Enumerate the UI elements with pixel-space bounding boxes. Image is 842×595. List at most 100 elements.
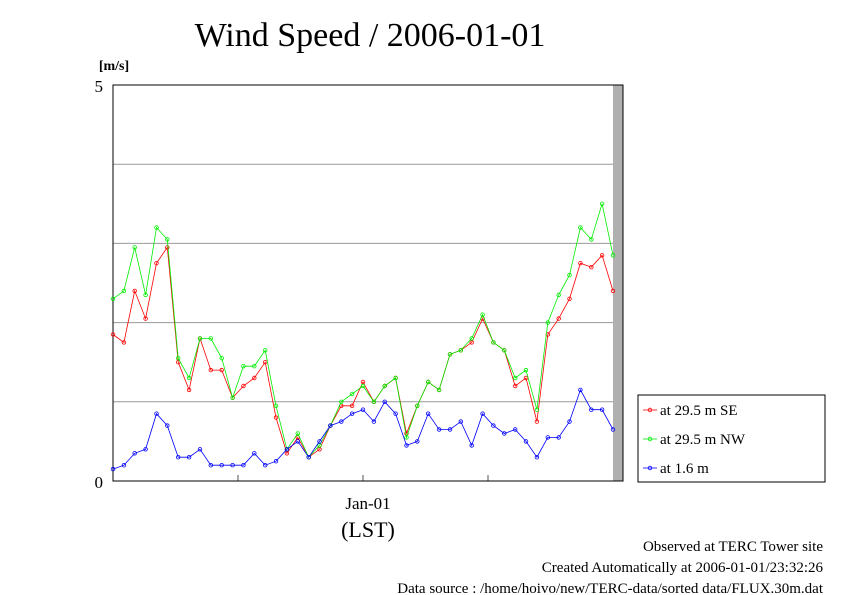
series-point-1 bbox=[208, 336, 213, 341]
series-point-2 bbox=[121, 463, 127, 468]
series-point-1 bbox=[610, 253, 616, 258]
legend-label-0: at 29.5 m SE bbox=[660, 403, 738, 419]
series-point-0 bbox=[567, 296, 572, 301]
series-point-2 bbox=[599, 407, 605, 412]
series-point-0 bbox=[241, 383, 246, 389]
series-point-1 bbox=[599, 201, 605, 206]
series-point-2 bbox=[219, 463, 224, 468]
series-line-1 bbox=[112, 203, 614, 458]
series-point-2 bbox=[175, 455, 181, 460]
series-point-1 bbox=[132, 245, 137, 250]
series-point-1 bbox=[371, 399, 377, 404]
series-point-0 bbox=[589, 265, 594, 270]
series-point-1 bbox=[219, 356, 224, 361]
series-point-2 bbox=[252, 451, 257, 456]
series-point-2 bbox=[589, 407, 594, 412]
series-point-1 bbox=[426, 379, 431, 385]
series-point-1 bbox=[121, 288, 127, 294]
series-point-2 bbox=[143, 447, 148, 452]
series-point-1 bbox=[230, 395, 235, 400]
series-point-2 bbox=[610, 427, 616, 432]
series-point-1 bbox=[513, 375, 518, 381]
series-point-2 bbox=[241, 463, 246, 468]
y-axis-label: [m/s] bbox=[99, 59, 129, 74]
series-point-1 bbox=[502, 348, 507, 353]
series-point-1 bbox=[404, 435, 409, 440]
footer-observed: Observed at TERC Tower site bbox=[643, 539, 823, 555]
series-point-2 bbox=[534, 455, 540, 460]
series-point-2 bbox=[110, 466, 116, 472]
legend-marker-0 bbox=[647, 407, 653, 413]
series-point-2 bbox=[165, 423, 170, 428]
series-point-2 bbox=[578, 387, 583, 393]
series-point-1 bbox=[143, 292, 148, 298]
series-lines bbox=[110, 201, 616, 472]
series-point-2 bbox=[513, 427, 518, 432]
series-point-2 bbox=[197, 447, 203, 452]
series-point-2 bbox=[469, 443, 474, 448]
series-point-0 bbox=[110, 332, 116, 337]
legend-marker-1 bbox=[647, 436, 653, 442]
series-point-2 bbox=[208, 463, 213, 468]
series-point-1 bbox=[241, 364, 246, 369]
series-point-0 bbox=[578, 261, 583, 266]
series-point-0 bbox=[469, 340, 474, 345]
series-point-1 bbox=[110, 296, 116, 301]
series-point-0 bbox=[121, 340, 127, 345]
series-point-1 bbox=[165, 237, 170, 242]
series-point-1 bbox=[295, 431, 300, 436]
series-point-1 bbox=[197, 336, 203, 341]
series-point-1 bbox=[393, 375, 398, 381]
series-point-1 bbox=[415, 403, 420, 408]
series-point-1 bbox=[317, 443, 322, 448]
series-point-0 bbox=[208, 367, 213, 373]
series-point-2 bbox=[328, 423, 333, 428]
series-point-1 bbox=[534, 407, 540, 412]
series-point-0 bbox=[534, 419, 540, 424]
series-point-1 bbox=[339, 399, 344, 404]
y-tick-label-bottom: 0 bbox=[95, 473, 104, 492]
series-point-2 bbox=[447, 427, 453, 432]
footer-created: Created Automatically at 2006-01-01/23:3… bbox=[542, 560, 824, 576]
series-point-1 bbox=[186, 375, 192, 381]
series-point-2 bbox=[567, 419, 572, 424]
x-axis-label: (LST) bbox=[341, 517, 395, 542]
series-point-2 bbox=[317, 439, 322, 444]
series-line-2 bbox=[112, 388, 614, 470]
series-point-0 bbox=[252, 375, 257, 381]
series-point-1 bbox=[469, 336, 474, 341]
legend: at 29.5 m SE at 29.5 m NW at 1.6 m bbox=[637, 394, 826, 483]
series-point-2 bbox=[415, 439, 420, 444]
series-point-2 bbox=[284, 447, 290, 452]
end-of-data-bar bbox=[613, 85, 623, 481]
legend-marker-2 bbox=[647, 465, 653, 471]
series-point-2 bbox=[230, 463, 235, 468]
series-point-2 bbox=[556, 435, 561, 440]
series-point-1 bbox=[480, 312, 485, 317]
series-point-0 bbox=[186, 387, 192, 393]
series-point-2 bbox=[480, 411, 485, 416]
series-point-0 bbox=[273, 415, 279, 420]
series-point-1 bbox=[349, 391, 355, 397]
series-point-2 bbox=[393, 411, 398, 416]
series-point-2 bbox=[523, 439, 529, 444]
series-point-1 bbox=[589, 237, 594, 242]
series-point-2 bbox=[371, 419, 377, 424]
series-point-0 bbox=[284, 451, 290, 456]
series-point-2 bbox=[491, 423, 496, 428]
series-point-1 bbox=[175, 356, 181, 361]
series-point-1 bbox=[523, 367, 529, 373]
series-point-2 bbox=[360, 407, 366, 412]
series-point-0 bbox=[154, 261, 159, 266]
legend-frame bbox=[637, 394, 826, 483]
series-point-2 bbox=[154, 411, 159, 416]
series-point-2 bbox=[306, 455, 311, 460]
series-point-0 bbox=[219, 367, 224, 373]
grid-lines bbox=[113, 163, 623, 481]
plot-area-frame bbox=[112, 84, 624, 482]
series-point-0 bbox=[610, 288, 616, 294]
series-point-1 bbox=[252, 364, 257, 369]
series-point-1 bbox=[263, 348, 268, 353]
series-point-0 bbox=[349, 403, 355, 408]
x-tick-label: Jan-01 bbox=[345, 494, 390, 513]
